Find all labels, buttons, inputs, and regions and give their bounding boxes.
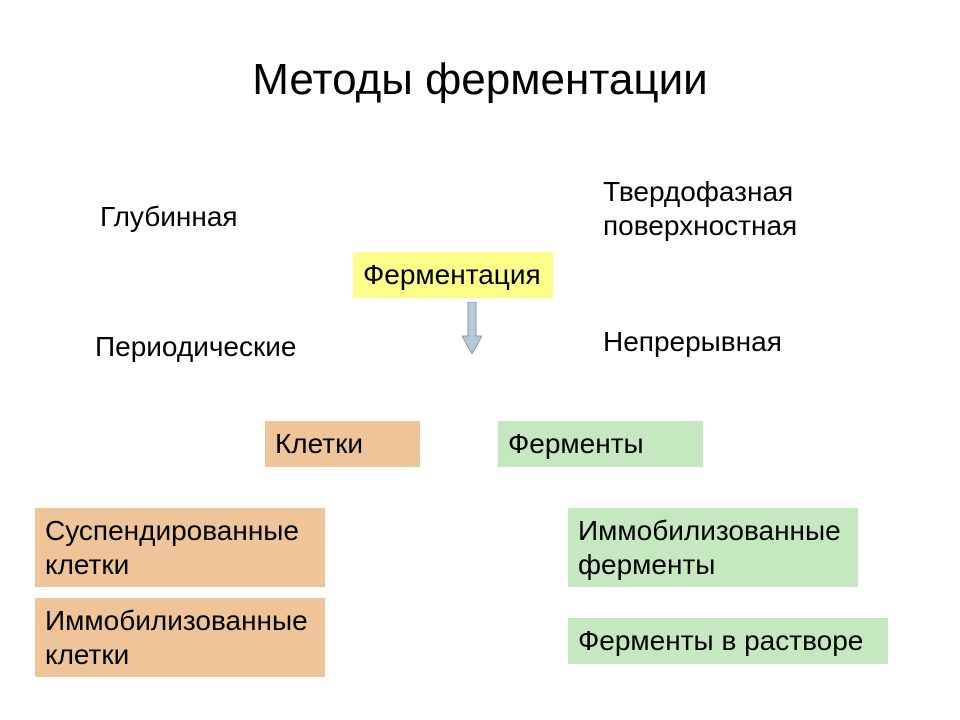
box-suspended-cells-line1: Суспендированные <box>45 515 299 546</box>
label-continuous: Непрерывная <box>603 325 782 359</box>
box-immobilized-cells: Иммобилизованные клетки <box>35 598 325 677</box>
label-solid-surface-line2: поверхностная <box>603 210 797 241</box>
box-suspended-cells: Суспендированные клетки <box>35 508 325 587</box>
box-enzymes-solution: Ферменты в растворе <box>568 618 888 664</box>
slide-title: Методы ферментации <box>0 55 960 105</box>
label-deep: Глубинная <box>100 200 238 234</box>
label-solid-surface: Твердофазная поверхностная <box>603 175 797 242</box>
label-periodic: Периодические <box>95 330 296 364</box>
box-fermentation: Ферментация <box>353 252 553 298</box>
box-suspended-cells-line2: клетки <box>45 549 129 580</box>
box-immobilized-enzymes-line1: Иммобилизованные <box>578 515 841 546</box>
down-arrow-icon <box>462 302 482 354</box>
box-enzymes: Ферменты <box>498 421 703 467</box>
box-immobilized-cells-line2: клетки <box>45 639 129 670</box>
box-immobilized-enzymes-line2: ферменты <box>578 549 715 580</box>
box-immobilized-enzymes: Иммобилизованные ферменты <box>568 508 858 587</box>
label-solid-surface-line1: Твердофазная <box>603 176 793 207</box>
box-cells: Клетки <box>265 421 420 467</box>
box-immobilized-cells-line1: Иммобилизованные <box>45 605 308 636</box>
